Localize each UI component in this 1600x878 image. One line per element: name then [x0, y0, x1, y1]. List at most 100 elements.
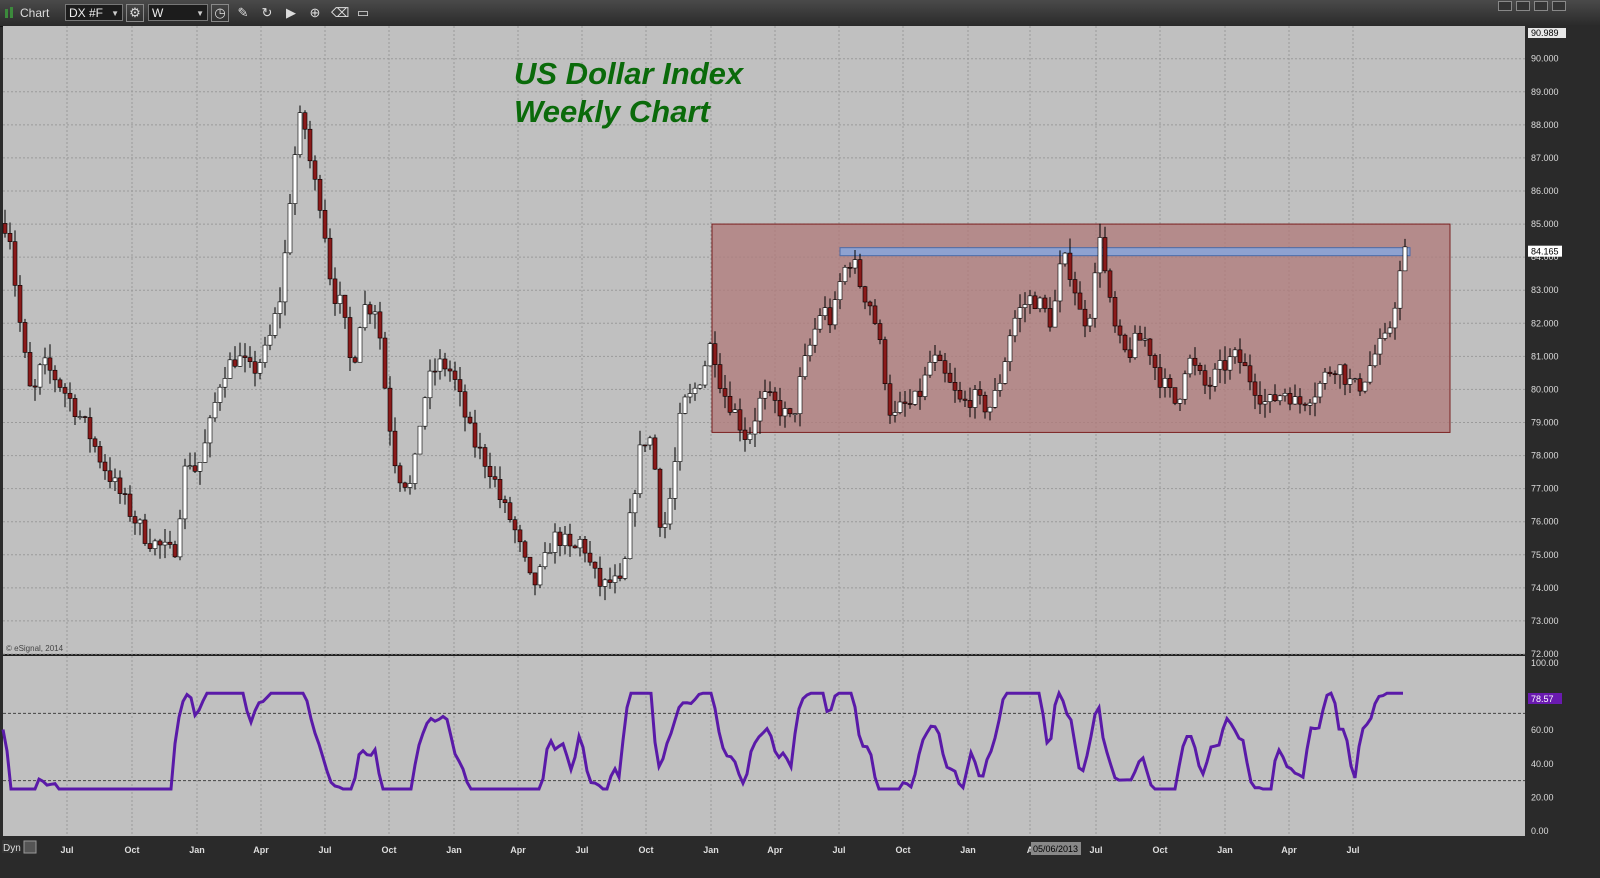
top-price-label: 90.989	[1531, 28, 1559, 38]
candle-body	[372, 311, 378, 315]
candle-body	[1172, 387, 1178, 404]
candle-body	[1047, 308, 1053, 328]
candle-body	[742, 429, 748, 440]
candle-body	[362, 304, 368, 329]
last-price-badge	[1528, 245, 1562, 257]
time-tick-label: Jul	[1346, 845, 1359, 855]
chart-app-icon	[5, 7, 13, 18]
rsi-value-label: 78.57	[1531, 694, 1554, 704]
cursor-date-label: 05/06/2013	[1033, 844, 1078, 854]
candle-body	[122, 493, 128, 495]
candle-body	[172, 544, 178, 558]
play-icon[interactable]: ▶	[286, 5, 296, 20]
zoom-icon[interactable]: ⊕	[309, 5, 321, 20]
candle-body	[847, 267, 853, 269]
candle-body	[937, 354, 943, 361]
time-tick-label: A	[1027, 845, 1034, 855]
candle-body	[992, 390, 998, 408]
candle-body	[1162, 378, 1168, 388]
candle-body	[127, 493, 133, 517]
candle-body	[267, 335, 273, 346]
time-tick-labels: Jul Oct Jan Apr Jul Oct Jan Apr Jul Oct Jan Apr Jul O…	[60, 845, 1359, 855]
symbol-input[interactable]: DX #F ▼	[65, 4, 123, 21]
candle-body	[252, 361, 258, 374]
candle-body	[647, 437, 653, 446]
candle-body	[1137, 332, 1143, 341]
minimize-button[interactable]	[1498, 1, 1512, 11]
chart-title: US Dollar Index	[514, 56, 745, 91]
indicator-label-box[interactable]	[2, 840, 20, 853]
candle-body	[432, 370, 438, 373]
price-tick-label: 81.000	[1531, 351, 1559, 361]
candle-body	[842, 267, 848, 282]
time-tick-label: Oct	[1152, 845, 1167, 855]
candle-body	[1287, 393, 1293, 405]
rsi-polyline	[1, 689, 1403, 791]
comment-icon[interactable]: ▭	[356, 5, 370, 20]
candle-body	[1192, 357, 1198, 366]
candle-body	[967, 400, 973, 408]
candle-body	[1307, 402, 1313, 406]
symbol-link-icon[interactable]: ⚙	[126, 4, 144, 22]
candle-body	[1042, 297, 1048, 309]
candle-body	[212, 402, 218, 419]
candle-body	[302, 112, 308, 130]
candle-body	[1187, 357, 1193, 375]
candle-body	[447, 368, 453, 372]
indicator-settings-icon[interactable]	[23, 840, 37, 854]
maximize-button[interactable]	[1534, 1, 1548, 11]
price-tick-label: 79.000	[1531, 417, 1559, 427]
candle-body	[807, 344, 813, 357]
candle-body	[747, 433, 753, 440]
candle-body	[342, 294, 348, 318]
candle-body	[1202, 370, 1208, 386]
candle-body	[502, 499, 508, 504]
candle-body	[207, 417, 213, 444]
candle-body	[147, 543, 153, 549]
candle-body	[1012, 317, 1018, 337]
candle-body	[1342, 364, 1348, 385]
chevron-down-icon[interactable]: ▼	[111, 9, 119, 18]
candle-body	[1227, 356, 1233, 371]
candle-body	[912, 390, 918, 405]
cycle-icon[interactable]: ↻	[261, 5, 273, 20]
interval-input[interactable]: W ▼	[148, 4, 208, 21]
candle-body	[867, 301, 873, 307]
candle-body	[562, 533, 568, 546]
time-tick-label: Jul	[575, 845, 588, 855]
candle-body	[642, 444, 648, 447]
indicator-panel[interactable]	[3, 656, 1525, 836]
chart[interactable]: US Dollar Index Weekly Chart © eSignal, …	[0, 26, 1600, 878]
candle-body	[637, 444, 643, 495]
candle-body	[1237, 349, 1243, 363]
time-tick-label: Apr	[1281, 845, 1297, 855]
price-tick-label: 73.000	[1531, 616, 1559, 626]
time-tick-label: Oct	[638, 845, 653, 855]
price-tick-label: 87.000	[1531, 153, 1559, 163]
candle-body	[1212, 368, 1218, 387]
candle-body	[792, 413, 798, 415]
price-tick-label: 83.000	[1531, 285, 1559, 295]
candle-body	[1317, 382, 1323, 398]
candle-body	[602, 579, 608, 587]
price-tick-labels: 72.000 73.000 74.000 75.000 76.000 77.000 78.0…	[1531, 54, 1559, 659]
candle-body	[157, 540, 163, 546]
close-button[interactable]	[1552, 1, 1566, 11]
candle-body	[522, 541, 528, 558]
candle-body	[892, 412, 898, 416]
candle-body	[112, 477, 118, 482]
crosshair-icon[interactable]: ◷	[211, 4, 229, 22]
candle-body	[1392, 307, 1398, 329]
candle-body	[1302, 403, 1308, 406]
chevron-down-icon[interactable]: ▼	[196, 9, 204, 18]
pencil-icon[interactable]: ✎	[237, 5, 249, 20]
restore-button[interactable]	[1516, 1, 1530, 11]
candle-body	[572, 545, 578, 549]
candle-body	[1207, 384, 1213, 387]
candle-body	[297, 112, 303, 155]
candle-body	[922, 374, 928, 397]
candle-body	[312, 160, 318, 180]
candle-body	[987, 407, 993, 413]
candle-body	[527, 556, 533, 574]
eraser-icon[interactable]: ⌫	[331, 5, 350, 20]
